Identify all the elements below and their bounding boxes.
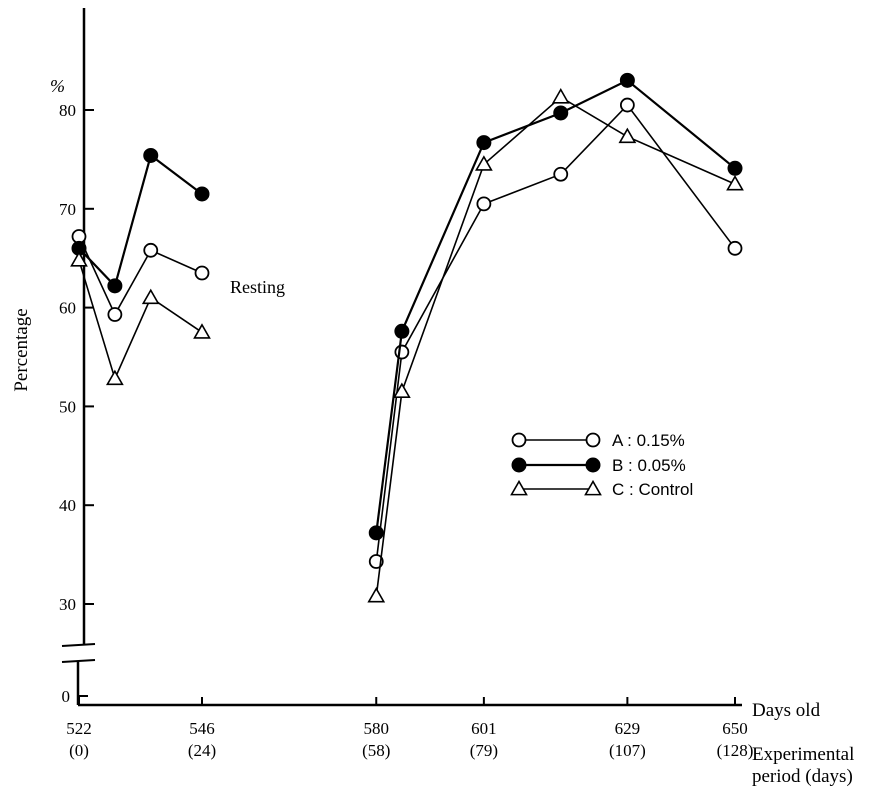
marker-open-triangle bbox=[367, 586, 386, 603]
x-ticks: 522 (0) 546 (24) 580 (58) 601 (79) 629 (107) 650 (1… bbox=[66, 697, 753, 760]
marker-open-triangle bbox=[726, 174, 744, 191]
series-line bbox=[78, 153, 203, 289]
series-line bbox=[375, 96, 736, 597]
x-tick-label: 580 bbox=[364, 719, 390, 738]
x-tick-sublabel: (128) bbox=[717, 741, 754, 760]
legend-label: A : 0.15% bbox=[612, 431, 685, 450]
y-ticks: 0 30 40 50 60 70 80 bbox=[59, 101, 94, 706]
x-tick-label: 522 bbox=[66, 719, 92, 738]
series-line bbox=[78, 236, 203, 317]
x-axis: 522 (0) 546 (24) 580 (58) 601 (79) 629 (107) 650 (1… bbox=[66, 697, 753, 760]
marker-open-circle bbox=[553, 166, 569, 182]
marker-filled-circle bbox=[585, 457, 601, 473]
marker-filled-circle bbox=[476, 135, 492, 151]
y-tick-label: 60 bbox=[59, 299, 76, 318]
marker-open-triangle bbox=[510, 479, 528, 496]
x-tick-sublabel: (58) bbox=[362, 741, 390, 760]
marker-filled-circle bbox=[107, 278, 123, 294]
series bbox=[70, 88, 744, 603]
x-axis-title: Days old bbox=[752, 700, 821, 721]
marker-filled-circle bbox=[727, 160, 743, 176]
series-line bbox=[78, 259, 203, 381]
marker-open-circle bbox=[476, 196, 492, 212]
series-layer bbox=[70, 72, 744, 603]
marker-open-triangle bbox=[141, 288, 160, 305]
legend-label: B : 0.05% bbox=[612, 456, 686, 475]
y-tick-label: 30 bbox=[59, 595, 76, 614]
marker-filled-circle bbox=[553, 105, 569, 121]
marker-open-triangle bbox=[618, 127, 637, 144]
x-tick-sublabel: (79) bbox=[470, 741, 498, 760]
y-tick-label: 70 bbox=[59, 200, 76, 219]
marker-open-triangle bbox=[70, 251, 88, 267]
marker-open-triangle bbox=[392, 382, 411, 399]
legend: A : 0.15% B : 0.05% C : Control bbox=[510, 431, 693, 499]
y-tick-label: 50 bbox=[59, 397, 76, 416]
y-axis-title: Percentage bbox=[11, 308, 32, 391]
axis-break-mark-bottom bbox=[61, 659, 96, 663]
x-tick-label: 629 bbox=[615, 719, 641, 738]
x-tick-label: 546 bbox=[189, 719, 215, 738]
marker-open-circle bbox=[107, 307, 123, 322]
marker-open-circle bbox=[727, 240, 743, 256]
marker-open-circle bbox=[619, 97, 635, 113]
resting-annotation: Resting bbox=[230, 277, 285, 297]
marker-filled-circle bbox=[394, 323, 410, 339]
legend-label: C : Control bbox=[612, 480, 693, 499]
series bbox=[71, 72, 743, 541]
series bbox=[71, 97, 743, 569]
marker-open-circle bbox=[143, 242, 159, 258]
axis-break-mark-top bbox=[61, 643, 96, 647]
marker-open-triangle bbox=[584, 479, 602, 496]
marker-filled-circle bbox=[619, 72, 635, 88]
marker-filled-circle bbox=[368, 525, 384, 541]
y-tick-label: 80 bbox=[59, 101, 76, 120]
marker-open-triangle bbox=[193, 323, 211, 339]
series-line bbox=[375, 103, 736, 562]
series-line bbox=[375, 79, 736, 534]
y-axis: 0 30 40 50 60 70 80 bbox=[59, 8, 96, 706]
marker-open-circle bbox=[511, 432, 527, 448]
x-tick-label: 601 bbox=[471, 719, 497, 738]
marker-open-circle bbox=[194, 265, 210, 281]
x-tick-label: 650 bbox=[722, 719, 748, 738]
marker-open-triangle bbox=[105, 369, 124, 386]
marker-filled-circle bbox=[194, 186, 210, 202]
marker-filled-circle bbox=[511, 457, 527, 473]
marker-open-triangle bbox=[474, 155, 493, 171]
x-tick-sublabel: (107) bbox=[609, 741, 646, 760]
y-unit-label: % bbox=[50, 76, 65, 96]
x-tick-sublabel: (0) bbox=[69, 741, 89, 760]
marker-open-triangle bbox=[551, 88, 570, 104]
x-tick-sublabel: (24) bbox=[188, 741, 216, 760]
y-tick-label: 0 bbox=[62, 687, 71, 706]
marker-open-circle bbox=[585, 432, 601, 448]
x-axis-title-secondary-2: period (days) bbox=[752, 766, 853, 787]
marker-filled-circle bbox=[143, 147, 159, 163]
x-axis-title-secondary-1: Experimental bbox=[752, 744, 854, 765]
y-tick-label: 40 bbox=[59, 496, 76, 515]
marker-open-circle bbox=[394, 344, 410, 360]
